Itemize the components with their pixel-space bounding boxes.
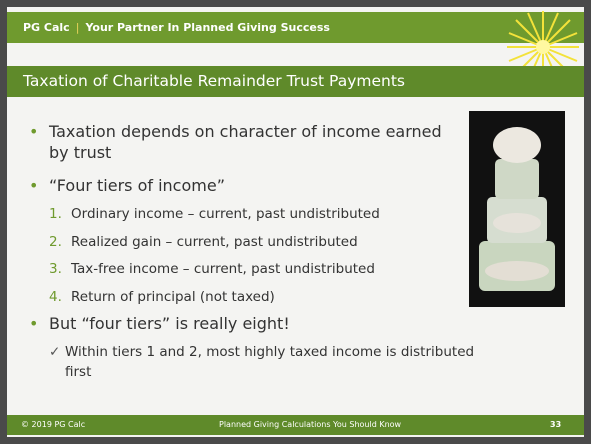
footer-bar: © 2019 PG Calc Planned Giving Calculatio… bbox=[7, 415, 584, 435]
item-number: 1. bbox=[49, 204, 62, 224]
item-text: Tax-free income – current, past undistri… bbox=[71, 261, 375, 277]
bullet-text: Taxation depends on character of income … bbox=[49, 122, 442, 162]
footer-subtitle: Planned Giving Calculations You Should K… bbox=[219, 415, 401, 435]
item-number: 4. bbox=[49, 287, 62, 307]
tagline: Your Partner In Planned Giving Success bbox=[85, 21, 329, 34]
numbered-item: 1.Ordinary income – current, past undist… bbox=[71, 204, 380, 224]
header-bar: PG Calc | Your Partner In Planned Giving S… bbox=[7, 12, 584, 43]
numbered-item: 3.Tax-free income – current, past undist… bbox=[71, 259, 375, 279]
brand: PG Calc bbox=[23, 21, 70, 34]
item-text: Within tiers 1 and 2, most highly taxed … bbox=[65, 344, 474, 380]
bullet-text: “Four tiers of income” bbox=[49, 176, 225, 195]
item-number: 2. bbox=[49, 232, 62, 252]
bullet: •But “four tiers” is really eight! bbox=[49, 313, 290, 334]
item-number: 3. bbox=[49, 259, 62, 279]
numbered-item: 2.Realized gain – current, past undistri… bbox=[71, 232, 358, 252]
check-item: ✓Within tiers 1 and 2, most highly taxed… bbox=[65, 342, 485, 382]
numbered-item: 4.Return of principal (not taxed) bbox=[71, 287, 275, 307]
item-text: Return of principal (not taxed) bbox=[71, 289, 275, 305]
item-text: Ordinary income – current, past undistri… bbox=[71, 206, 380, 222]
page: PG Calc | Your Partner In Planned Giving S… bbox=[0, 0, 591, 444]
slide: PG Calc | Your Partner In Planned Giving S… bbox=[7, 7, 584, 437]
slide-title: Taxation of Charitable Remainder Trust P… bbox=[7, 66, 584, 97]
page-number: 33 bbox=[550, 415, 561, 435]
bullet: •Taxation depends on character of income… bbox=[49, 121, 449, 163]
item-text: Realized gain – current, past undistribu… bbox=[71, 234, 358, 250]
cake-photo bbox=[469, 111, 565, 307]
bullet-text: But “four tiers” is really eight! bbox=[49, 314, 290, 333]
separator: | bbox=[76, 21, 80, 34]
footer-copyright: © 2019 PG Calc bbox=[21, 415, 85, 435]
bullet: •“Four tiers of income” bbox=[49, 175, 225, 196]
